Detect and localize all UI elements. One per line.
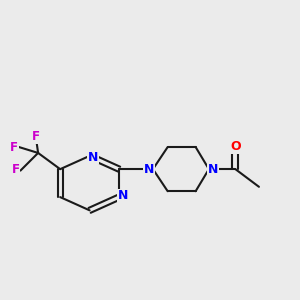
Text: F: F — [32, 130, 40, 143]
Text: N: N — [88, 151, 98, 164]
Text: F: F — [12, 163, 20, 176]
Text: N: N — [144, 163, 154, 176]
Text: O: O — [230, 140, 241, 153]
Text: F: F — [10, 141, 18, 154]
Text: N: N — [117, 189, 128, 203]
Text: N: N — [208, 163, 218, 176]
